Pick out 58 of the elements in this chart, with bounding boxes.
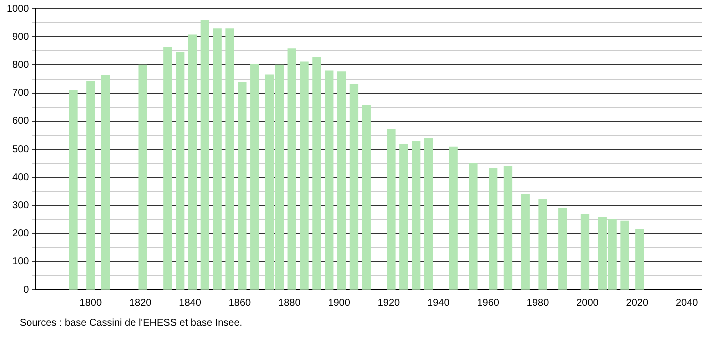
y-tick-label: 600 xyxy=(12,116,30,128)
x-tick-label: 1960 xyxy=(477,298,500,309)
y-tick-label: 0 xyxy=(24,284,30,296)
bar xyxy=(164,47,172,290)
bar xyxy=(412,141,421,290)
source-note: Sources : base Cassini de l'EHESS et base Insee. xyxy=(20,318,243,329)
bar xyxy=(538,199,548,290)
bar xyxy=(238,82,247,290)
y-tick-label: 200 xyxy=(12,228,30,240)
x-tick-label: 1940 xyxy=(428,298,450,309)
y-tick-label: 400 xyxy=(12,172,30,184)
bar xyxy=(250,64,260,290)
bar xyxy=(489,168,498,290)
bar xyxy=(400,144,408,290)
x-tick-label: 2000 xyxy=(576,298,600,309)
x-tick-label: 1860 xyxy=(228,298,252,309)
bar xyxy=(469,164,478,290)
bar xyxy=(138,64,148,290)
y-tick-label: 900 xyxy=(12,32,30,43)
y-tick-label: 500 xyxy=(12,144,30,156)
bar xyxy=(521,194,530,290)
x-tick-label: 1900 xyxy=(328,298,351,309)
bar xyxy=(636,228,644,290)
y-tick-label: 800 xyxy=(12,60,30,71)
bar xyxy=(337,72,346,290)
bar xyxy=(580,214,590,290)
x-tick-label: 1840 xyxy=(179,298,202,309)
bar xyxy=(350,84,359,290)
bar xyxy=(387,130,396,290)
bar xyxy=(312,57,322,290)
y-tick-label: 100 xyxy=(12,256,30,268)
y-tick-label: 1000 xyxy=(6,4,30,15)
x-tick-label: 1880 xyxy=(278,298,302,309)
bar xyxy=(101,76,110,290)
bar xyxy=(558,208,568,290)
bar xyxy=(188,34,198,290)
bar xyxy=(424,138,434,290)
bar xyxy=(288,48,296,290)
bar xyxy=(86,81,96,290)
bar xyxy=(226,28,234,290)
x-tick-label: 2040 xyxy=(676,298,699,309)
bar xyxy=(449,146,458,290)
x-tick-label: 2020 xyxy=(626,298,649,309)
x-tick-label: 1980 xyxy=(526,298,550,309)
bar xyxy=(69,90,78,290)
x-tick-label: 1920 xyxy=(378,298,401,309)
bar xyxy=(213,28,222,290)
x-tick-label: 1800 xyxy=(80,298,102,309)
x-tick-label: 1820 xyxy=(129,298,152,309)
bar xyxy=(200,20,210,290)
bar xyxy=(620,220,630,290)
bar xyxy=(504,166,513,290)
bar xyxy=(176,52,185,290)
y-tick-label: 700 xyxy=(12,88,30,100)
y-tick-label: 300 xyxy=(12,200,30,212)
bar xyxy=(300,62,309,290)
bar xyxy=(362,105,371,290)
bar xyxy=(325,70,334,290)
